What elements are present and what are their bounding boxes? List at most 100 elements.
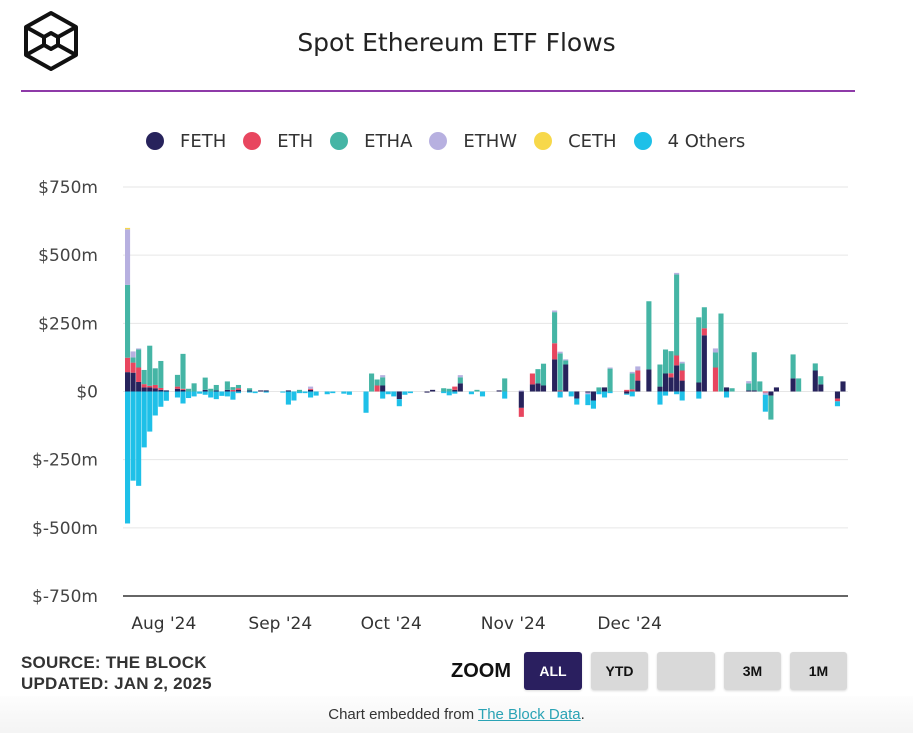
zoom-all-button[interactable]: ALL (524, 652, 582, 690)
bar-segment-feth (180, 390, 185, 392)
legend-item-ceth[interactable]: CETH (534, 131, 616, 152)
bar-segment-etha (663, 350, 668, 374)
chart-title: Spot Ethereum ETF Flows (0, 28, 913, 57)
bar-segment-feth (264, 390, 269, 391)
bar-segment-others (391, 392, 396, 397)
bar-segment-eth (180, 389, 185, 390)
bar-segment-others (386, 392, 391, 395)
bar-segment-etha (791, 354, 796, 378)
legend-item-etha[interactable]: ETHA (330, 131, 412, 152)
bar-segment-etha (730, 388, 735, 391)
bar-segment-ethw (552, 311, 557, 313)
zoom-blank-button[interactable] (657, 652, 715, 690)
bar-segment-etha (369, 374, 374, 392)
bar-segment-eth (153, 385, 158, 388)
bar-segment-others (180, 392, 185, 404)
bar-segment-eth (452, 387, 457, 390)
bar-segment-etha (247, 388, 252, 390)
bar-segment-ethw (680, 362, 685, 364)
bar-segment-eth (713, 368, 718, 392)
bar-segment-etha (180, 354, 185, 389)
bar-segment-ethw (635, 366, 640, 370)
bar-segment-feth (602, 387, 607, 391)
bar-segment-eth (230, 390, 235, 392)
bar-segment-feth (646, 369, 651, 391)
bar-segment-feth (746, 390, 751, 391)
zoom-3m-button[interactable]: 3M (724, 652, 781, 690)
bar-segment-others (230, 392, 235, 400)
bar-segment-others (569, 392, 574, 397)
bar-segment-others (325, 392, 330, 395)
bar-segment-etha (813, 363, 818, 370)
bar-segment-others (214, 392, 219, 400)
bar-segment-eth (669, 373, 674, 377)
legend-item-feth[interactable]: FETH (146, 131, 226, 152)
bar-segment-others (558, 392, 563, 398)
bar-segment-feth (286, 390, 291, 391)
bar-segment-others (596, 392, 601, 395)
bar-segment-feth (214, 390, 219, 391)
bar-segment-etha (142, 370, 147, 384)
legend-item-others[interactable]: 4 Others (634, 131, 746, 152)
y-tick-label: $750m (38, 178, 98, 198)
bar-segment-etha (136, 350, 141, 368)
the-block-data-link[interactable]: The Block Data (478, 706, 581, 723)
bar-segment-others (147, 392, 152, 432)
bar-segment-others (208, 392, 213, 398)
bar-segment-eth (158, 388, 163, 390)
bar-segment-feth (519, 392, 524, 408)
legend-dot-icon (634, 132, 652, 150)
bar-segment-eth (835, 399, 840, 402)
bar-segment-others (452, 392, 457, 394)
bar-segment-eth (763, 392, 768, 393)
bar-segment-others (330, 392, 335, 394)
bar-segment-feth (674, 365, 679, 391)
bar-segment-etha (153, 368, 158, 385)
bar-segment-others (197, 392, 202, 394)
embed-suffix: . (581, 706, 585, 723)
bar-segment-others (142, 392, 147, 448)
bar-segment-etha (535, 369, 540, 383)
bar-segment-etha (158, 361, 163, 388)
bar-segment-ethw (519, 390, 524, 391)
bar-segment-etha (718, 314, 723, 392)
bar-segment-eth (702, 328, 707, 335)
zoom-1m-button[interactable]: 1M (790, 652, 847, 690)
bar-segment-feth (424, 392, 429, 393)
legend-dot-icon (146, 132, 164, 150)
legend-label: ETHW (463, 131, 517, 152)
bar-segment-others (663, 392, 668, 396)
bar-segment-etha (558, 353, 563, 390)
legend-dot-icon (330, 132, 348, 150)
bar-segment-others (297, 392, 302, 394)
bar-segment-etha (131, 357, 136, 362)
bar-segment-others (447, 392, 452, 396)
bar-segment-others (302, 392, 307, 394)
bar-segment-etha (796, 378, 801, 391)
bar-segment-eth (142, 384, 147, 387)
bar-segment-eth (635, 371, 640, 381)
x-tick-label: Oct '24 (361, 614, 422, 634)
bar-segment-others (696, 392, 701, 399)
bar-segment-etha (563, 360, 568, 364)
bar-segment-feth (663, 374, 668, 392)
legend-item-ethw[interactable]: ETHW (429, 131, 517, 152)
legend-item-eth[interactable]: ETH (243, 131, 313, 152)
bar-segment-feth (142, 387, 147, 391)
y-tick-label: $-750m (32, 587, 98, 607)
bar-segment-etha (186, 389, 191, 392)
bar-segment-feth (818, 384, 823, 391)
bar-segment-feth (308, 390, 313, 392)
x-tick-label: Sep '24 (248, 614, 312, 634)
legend-dot-icon (534, 132, 552, 150)
zoom-label: ZOOM (451, 660, 511, 683)
zoom-ytd-button[interactable]: YTD (591, 652, 648, 690)
bar-segment-eth (680, 371, 685, 381)
bar-segment-feth (458, 383, 463, 391)
bar-segment-eth (552, 343, 557, 359)
bar-segment-others (192, 392, 197, 397)
bar-segment-others (480, 392, 485, 397)
bar-segment-etha (225, 381, 230, 389)
y-tick-label: $-250m (32, 451, 98, 471)
bar-segment-etha (236, 385, 241, 388)
